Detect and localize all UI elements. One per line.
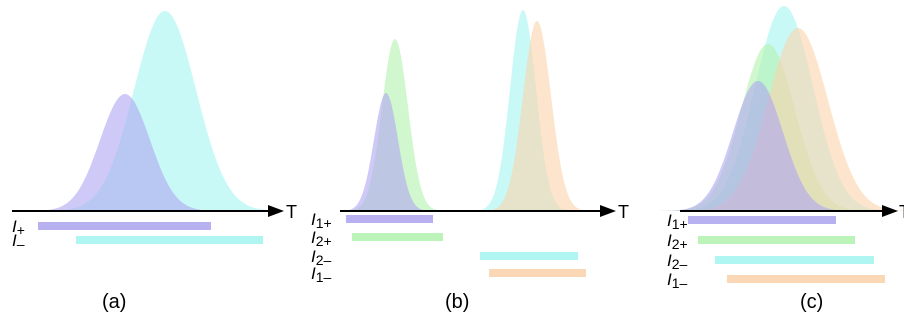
panel-a-axis-arrowhead <box>268 205 284 217</box>
panel-c-caption: (c) <box>800 291 823 313</box>
panel-a-curve-cyan <box>41 11 289 211</box>
panel-c-curves <box>658 6 904 211</box>
interval-label-main: I <box>311 228 316 247</box>
panel-b-interval-label: I1+ <box>311 210 332 231</box>
panel-c-interval-bar <box>688 216 836 224</box>
panel-b-axis-arrowhead <box>600 205 616 217</box>
panel-a-curves <box>25 11 289 211</box>
interval-label-subscript: + <box>17 222 25 238</box>
panel-a-curve-purple <box>25 94 225 211</box>
panel-a-caption: (a) <box>102 291 126 313</box>
panel-a-interval-bar <box>38 222 211 230</box>
panel-b-curve-purple <box>338 93 434 211</box>
panel-b-curve-orange <box>481 21 593 211</box>
interval-label-subscript: 1– <box>672 275 688 291</box>
panel-c-interval-label: I1– <box>667 270 688 291</box>
interval-label-subscript: – <box>17 236 25 252</box>
panel-a-interval-label: I– <box>12 231 25 252</box>
panel-b-caption: (b) <box>445 291 469 313</box>
panel-c-curve-orange <box>678 28 904 211</box>
panel-c-axis-arrowhead <box>882 205 898 217</box>
panel-c-curve-purple <box>658 81 858 211</box>
panel-b-interval-label: I2– <box>311 247 332 268</box>
interval-label-subscript: 2+ <box>672 236 688 252</box>
panel-b-interval-bar <box>480 252 578 260</box>
interval-label-main: I <box>12 231 17 250</box>
panel-b-curves <box>338 10 593 211</box>
panel-c-intervals: I1+I2+I2–I1– <box>667 211 885 291</box>
panel-b-intervals: I1+I2+I2–I1– <box>311 210 586 285</box>
panel-b-interval-bar <box>346 215 433 223</box>
panel-c-interval-bar <box>698 236 855 244</box>
panel-b-interval-bar <box>489 269 586 277</box>
panel-b-axis-label: T <box>618 202 629 222</box>
panel-b: T I1+I2+I2–I1– (b) <box>311 10 629 313</box>
panel-c-interval-bar <box>727 275 885 283</box>
panel-c-axis-label: T <box>899 202 904 222</box>
panel-c: T I1+I2+I2–I1– (c) <box>658 6 904 313</box>
interval-label-main: I <box>12 217 17 236</box>
interval-label-subscript: 2– <box>672 256 688 272</box>
interval-label-main: I <box>311 264 316 283</box>
panel-b-interval-label: I2+ <box>311 228 332 249</box>
panel-a: T I+I– (a) <box>12 11 297 313</box>
interval-label-subscript: 1+ <box>316 215 332 231</box>
panel-c-interval-bar <box>715 256 874 264</box>
panel-c-interval-label: I2– <box>667 251 688 272</box>
interval-label-subscript: 2+ <box>316 233 332 249</box>
panel-a-intervals: I+I– <box>12 217 263 252</box>
interval-label-main: I <box>667 231 672 250</box>
panel-b-interval-bar <box>352 233 443 241</box>
interval-label-main: I <box>667 211 672 230</box>
panel-a-interval-bar <box>76 236 263 244</box>
interval-label-subscript: 1– <box>316 269 332 285</box>
interval-label-main: I <box>311 247 316 266</box>
panel-a-axis-label: T <box>286 202 297 222</box>
panel-a-interval-label: I+ <box>12 217 25 238</box>
interval-label-main: I <box>311 210 316 229</box>
panel-c-interval-label: I2+ <box>667 231 688 252</box>
interval-label-subscript: 1+ <box>672 216 688 232</box>
panel-b-interval-label: I1– <box>311 264 332 285</box>
interval-label-main: I <box>667 251 672 270</box>
interval-label-subscript: 2– <box>316 252 332 268</box>
interval-label-main: I <box>667 270 672 289</box>
panel-c-interval-label: I1+ <box>667 211 688 232</box>
